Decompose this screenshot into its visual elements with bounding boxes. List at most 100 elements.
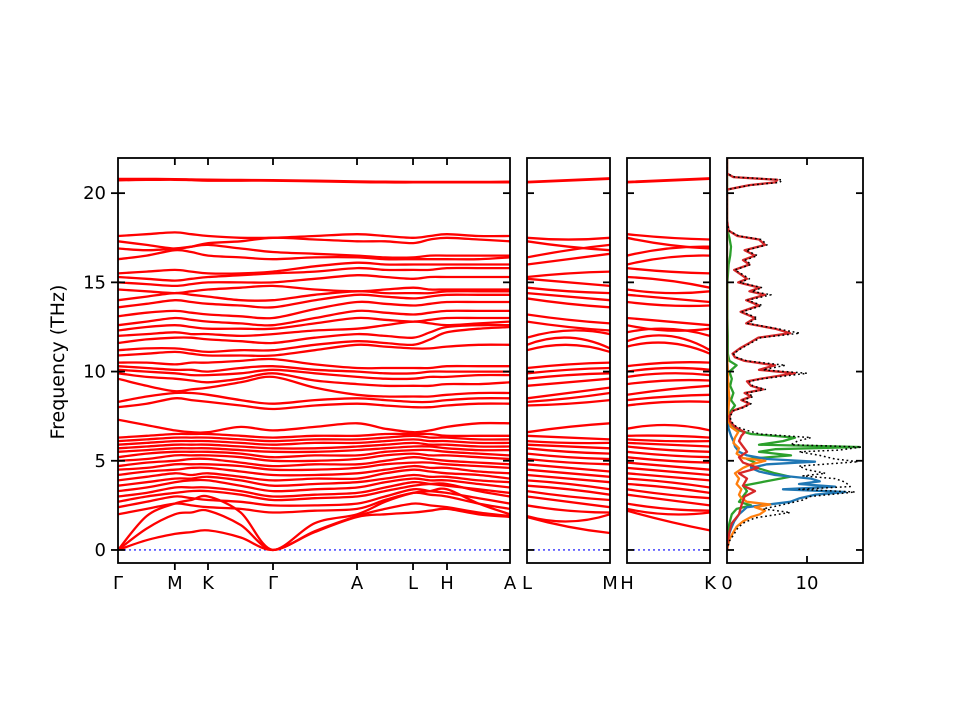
phonon-band: [118, 434, 510, 443]
phonon-band: [627, 324, 710, 332]
phonon-band: [118, 456, 510, 468]
phonon-band: [627, 488, 710, 500]
phonon-band: [118, 432, 510, 439]
phonon-band: [627, 236, 710, 250]
phonon-band: [627, 361, 710, 368]
partial-dos-red-curve: [727, 158, 797, 551]
phonon-band: [627, 378, 710, 386]
phonon-band: [527, 463, 610, 473]
dos-curves: [727, 158, 863, 551]
phonon-band: [118, 320, 510, 338]
phonon-band: [118, 445, 510, 454]
panel-frame-HK: [626, 157, 711, 564]
phonon-band: [118, 491, 510, 516]
dos-xtick-label-10: 10: [796, 573, 819, 594]
phonon-band: [527, 329, 610, 339]
phonon-band: [527, 495, 610, 509]
phonon-band: [627, 450, 710, 459]
phonon-band: [627, 400, 710, 407]
phonon-band: [118, 438, 510, 446]
phonon-band: [527, 320, 610, 332]
ytick-label-0: 0: [95, 540, 106, 561]
phonon-band: [627, 393, 710, 402]
phonon-band: [118, 231, 510, 240]
phonon-band: [627, 327, 710, 338]
kpoint-label-main-1: M: [167, 573, 183, 594]
phonon-band: [627, 423, 710, 432]
phonon-band: [627, 493, 710, 507]
phonon-band: [627, 177, 710, 184]
phonon-band: [627, 456, 710, 464]
kpoint-label-main-5: L: [408, 573, 418, 594]
phonon-band: [527, 236, 610, 241]
band-lines-LM: [527, 177, 610, 535]
phonon-band: [118, 365, 510, 375]
phonon-band: [527, 484, 610, 496]
phonon-band: [527, 479, 610, 491]
phonon-band: [527, 177, 610, 184]
phonon-band: [118, 372, 510, 388]
phonon-band: [118, 357, 510, 370]
phonon-band: [118, 448, 510, 459]
tick-marks: [111, 158, 863, 570]
band-lines-main: [118, 177, 510, 552]
phonon-band: [118, 441, 510, 450]
phonon-band: [118, 502, 510, 552]
phonon-band: [527, 398, 610, 407]
phonon-band: [527, 372, 610, 380]
phonon-band: [118, 368, 510, 381]
kpoint-label-main-6: H: [440, 573, 454, 594]
phonon-band: [627, 275, 710, 289]
phonon-band: [118, 261, 510, 275]
y-axis-label: Frequency (THz): [47, 285, 69, 440]
kpoint-label-LM-0: L: [522, 573, 532, 594]
phonon-band: [627, 445, 710, 453]
phonon-band: [118, 480, 510, 498]
phonon-band: [627, 384, 710, 396]
phonon-band: [627, 316, 710, 327]
phonon-band: [527, 252, 610, 266]
kpoint-label-LM-1: M: [602, 573, 618, 594]
partial-dos-orange-curve: [727, 158, 772, 551]
phonon-band: [118, 177, 510, 184]
band-lines-HK: [627, 177, 710, 532]
phonon-band: [527, 270, 610, 279]
phonon-band: [118, 343, 510, 358]
panel-frame-main: [117, 157, 511, 564]
phonon-band: [118, 375, 510, 398]
phonon-band: [527, 457, 610, 466]
phonon-band: [527, 366, 610, 375]
phonon-band: [627, 341, 710, 355]
phonon-band: [527, 434, 610, 441]
phonon-band: [627, 334, 710, 352]
panel-frame-LM: [526, 157, 611, 564]
phonon-band: [527, 336, 610, 350]
phonon-band: [118, 468, 510, 482]
phonon-band: [527, 377, 610, 387]
phonon-band: [627, 461, 710, 471]
phonon-band: [118, 461, 510, 472]
kpoint-label-HK-1: K: [704, 573, 717, 594]
phonon-band: [527, 277, 610, 288]
phonon-band: [527, 473, 610, 484]
ytick-label-15: 15: [83, 272, 106, 293]
phonon-band: [118, 266, 510, 282]
phonon-band: [118, 418, 510, 434]
kpoint-label-main-2: K: [202, 573, 215, 594]
phonon-band: [527, 343, 610, 354]
phonon-band: [118, 473, 510, 487]
phonon-band: [527, 439, 610, 445]
kpoint-label-main-3: Γ: [268, 573, 278, 594]
ytick-label-5: 5: [95, 451, 106, 472]
kpoint-label-main-0: Γ: [113, 573, 123, 594]
phonon-band: [627, 366, 710, 373]
phonon-band: [118, 487, 510, 509]
phonon-band: [527, 297, 610, 309]
phonon-band: [118, 325, 510, 354]
phonon-band: [627, 293, 710, 304]
phonon-band: [527, 391, 610, 404]
phonon-band: [118, 507, 510, 552]
phonon-band: [527, 468, 610, 478]
phonon-band: [627, 245, 710, 257]
